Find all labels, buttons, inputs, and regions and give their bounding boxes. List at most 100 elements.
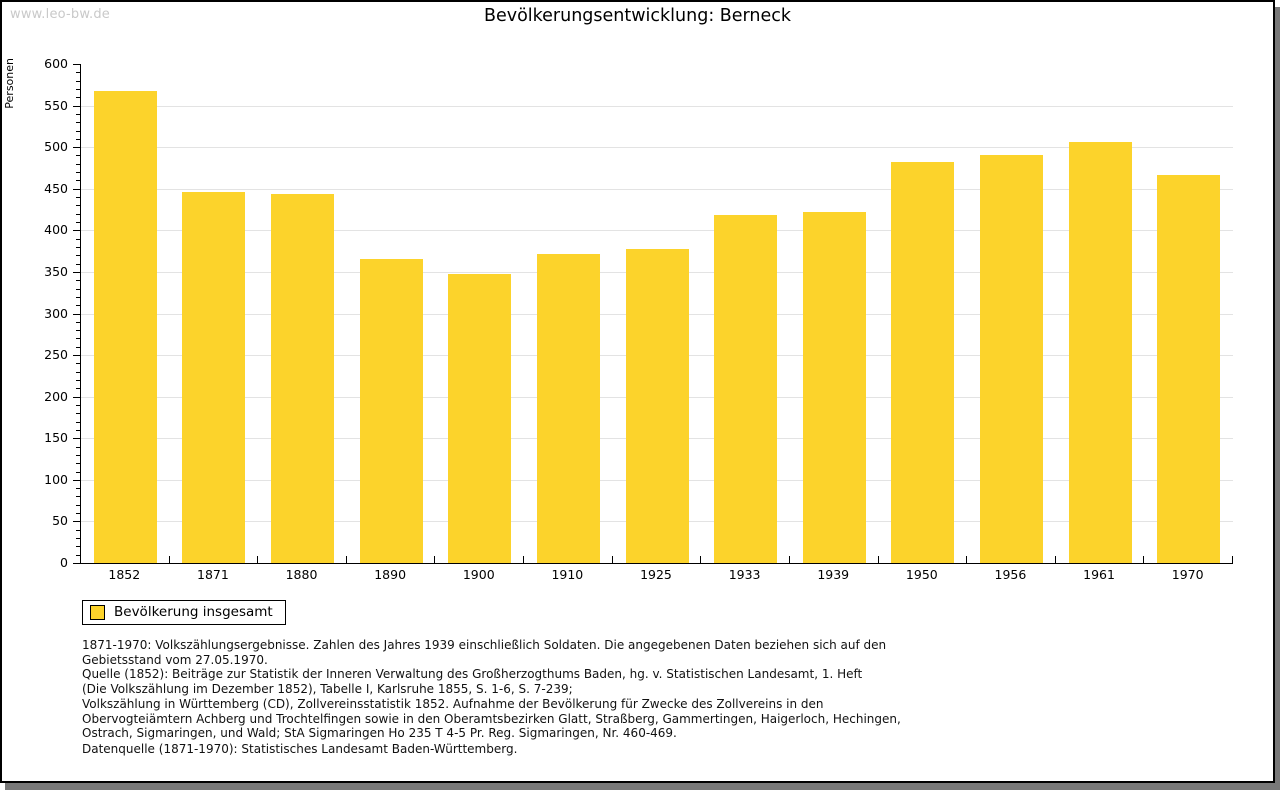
- x-tick: [878, 556, 879, 563]
- y-gridline: [81, 188, 1233, 190]
- y-minor-tick: [76, 538, 81, 540]
- y-minor-tick: [76, 263, 81, 265]
- y-gridline: [81, 105, 1233, 107]
- y-minor-tick: [76, 404, 81, 406]
- y-minor-tick: [76, 463, 81, 465]
- x-tick-label: 1950: [905, 567, 938, 582]
- x-tick: [700, 556, 701, 563]
- x-tick-label: 1956: [994, 567, 1027, 582]
- x-axis-labels: 1852 1871 1880 1890 1900 1910 1925 1933 1939 1950…: [80, 567, 1232, 585]
- y-tick-label: 50: [52, 513, 68, 529]
- y-minor-tick: [76, 130, 81, 132]
- footnote-line: Obervogteiämtern Achberg und Trochtelfin…: [82, 711, 901, 726]
- x-tick-label: 1939: [817, 567, 850, 582]
- footnote-line: Volkszählung in Württemberg (CD), Zollve…: [82, 696, 824, 711]
- y-tick-label: 300: [44, 305, 68, 321]
- y-minor-tick: [76, 80, 81, 82]
- x-tick-label: 1970: [1171, 567, 1204, 582]
- x-tick-label: 1910: [551, 567, 584, 582]
- x-tick: [523, 556, 524, 563]
- y-tick-label: 600: [44, 56, 68, 71]
- datasource-note: Datenquelle (1871-1970): Statistisches L…: [82, 742, 518, 756]
- y-major-tick: [73, 438, 81, 440]
- x-tick-label: 1933: [728, 567, 761, 582]
- y-minor-tick: [76, 197, 81, 199]
- y-minor-tick: [76, 255, 81, 257]
- x-tick-label: 1890: [374, 567, 407, 582]
- y-minor-tick: [76, 338, 81, 340]
- y-tick-label: 450: [44, 180, 68, 196]
- x-tick: [612, 556, 613, 563]
- footnotes: 1871-1970: Volkszählungsergebnisse. Zahl…: [82, 638, 1253, 741]
- y-tick-label: 100: [44, 471, 68, 487]
- y-major-tick: [73, 479, 81, 481]
- y-minor-tick: [76, 346, 81, 348]
- bar-1961: [1068, 142, 1132, 563]
- y-minor-tick: [76, 172, 81, 174]
- bar-1900: [448, 274, 512, 563]
- y-minor-tick: [76, 296, 81, 298]
- legend-box: Bevölkerung insgesamt: [82, 600, 286, 625]
- x-tick-label: 1900: [462, 567, 495, 582]
- bar-1852: [93, 91, 157, 563]
- y-major-tick: [73, 105, 81, 107]
- y-minor-tick: [76, 122, 81, 124]
- x-tick: [257, 556, 258, 563]
- y-minor-tick: [76, 222, 81, 224]
- x-tick-label: 1852: [108, 567, 141, 582]
- y-minor-tick: [76, 213, 81, 215]
- y-minor-tick: [76, 513, 81, 515]
- y-minor-tick: [76, 246, 81, 248]
- footnote-line: (Die Volkszählung im Dezember 1852), Tab…: [82, 682, 573, 697]
- y-minor-tick: [76, 446, 81, 448]
- y-minor-tick: [76, 363, 81, 365]
- y-minor-tick: [76, 380, 81, 382]
- x-tick: [966, 556, 967, 563]
- y-minor-tick: [76, 454, 81, 456]
- bar-1956: [979, 155, 1043, 563]
- x-tick: [1143, 556, 1144, 563]
- y-major-tick: [73, 230, 81, 232]
- bar-1925: [625, 248, 689, 563]
- y-minor-tick: [76, 138, 81, 140]
- y-minor-tick: [76, 371, 81, 373]
- x-tick: [789, 556, 790, 563]
- y-minor-tick: [76, 496, 81, 498]
- y-minor-tick: [76, 330, 81, 332]
- y-minor-tick: [76, 504, 81, 506]
- y-major-tick: [73, 396, 81, 398]
- y-minor-tick: [76, 155, 81, 157]
- footnote-line: Ostrach, Sigmaringen, und Wald; StA Sigm…: [82, 726, 677, 741]
- y-minor-tick: [76, 429, 81, 431]
- y-gridline: [81, 230, 1233, 232]
- y-minor-tick: [76, 88, 81, 90]
- y-tick-label: 500: [44, 139, 68, 155]
- y-minor-tick: [76, 388, 81, 390]
- y-major-tick: [73, 563, 81, 564]
- x-tick-label: 1880: [285, 567, 318, 582]
- y-major-tick: [73, 355, 81, 357]
- y-tick-label: 350: [44, 263, 68, 279]
- legend-label: Bevölkerung insgesamt: [114, 604, 273, 620]
- bar-1939: [802, 212, 866, 563]
- y-major-tick: [73, 521, 81, 523]
- x-tick: [434, 556, 435, 563]
- y-minor-tick: [76, 72, 81, 74]
- y-tick-label: 400: [44, 222, 68, 238]
- x-tick-label: 1871: [197, 567, 229, 582]
- y-tick-label: 0: [60, 555, 68, 570]
- y-minor-tick: [76, 488, 81, 490]
- bar-1933: [714, 215, 778, 563]
- bar-1910: [536, 253, 600, 563]
- legend-swatch-icon: [90, 604, 105, 620]
- x-tick: [1232, 556, 1233, 563]
- y-tick-label: 150: [44, 430, 68, 446]
- y-minor-tick: [76, 180, 81, 182]
- y-major-tick: [73, 188, 81, 190]
- y-minor-tick: [76, 546, 81, 548]
- y-minor-tick: [76, 288, 81, 290]
- y-minor-tick: [76, 163, 81, 165]
- y-minor-tick: [76, 113, 81, 115]
- x-tick-label: 1925: [640, 567, 672, 582]
- chart-title: Bevölkerungsentwicklung: Berneck: [483, 6, 792, 26]
